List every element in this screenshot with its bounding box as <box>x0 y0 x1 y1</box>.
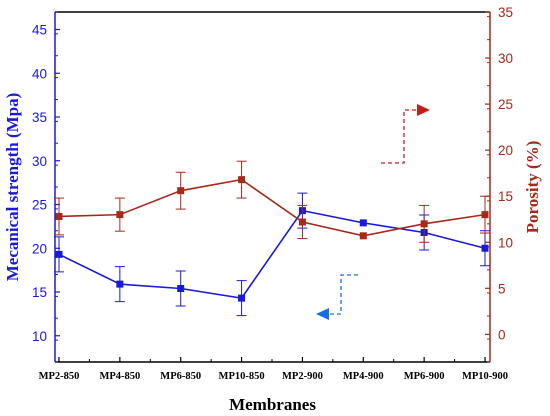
arrow-right-head <box>417 104 430 116</box>
series-1-marker <box>116 211 124 219</box>
series-0-marker <box>116 280 124 288</box>
y-right-tick-label: 15 <box>498 189 513 204</box>
y-left-tick-label: 25 <box>32 198 47 213</box>
ticks-group: 10 15 20 25 30 35 40 45 0 5 10 15 20 25 30 35 MP2-850 MP4… <box>32 5 513 382</box>
x-tick-label: MP10-850 <box>219 371 265 382</box>
arrow-left-head <box>316 308 329 320</box>
y-left-tick-label: 10 <box>32 329 47 344</box>
series-0-marker <box>481 244 489 252</box>
y-left-tick-label: 40 <box>32 66 47 81</box>
y-left-tick-label: 45 <box>32 23 47 38</box>
annotations-group <box>316 104 430 320</box>
series-1-marker <box>420 220 428 228</box>
series-group <box>54 160 490 317</box>
arrow-right-axis <box>381 109 418 164</box>
y-left-tick-label: 20 <box>32 241 47 256</box>
x-tick-label: MP6-900 <box>404 371 445 382</box>
series-1-marker <box>359 232 367 240</box>
arrow-left-axis <box>328 274 358 315</box>
y-right-tick-label: 35 <box>498 5 513 20</box>
y-left-tick-label: 30 <box>32 154 47 169</box>
series-1-marker <box>481 211 489 219</box>
y-right-tick-label: 10 <box>498 235 513 250</box>
series-0-marker <box>359 219 367 227</box>
y-axis-right-title: Porosity (%) <box>523 141 542 234</box>
series-1-marker <box>55 212 63 220</box>
y-right-tick-label: 20 <box>498 143 513 158</box>
y-left-tick-label: 35 <box>32 110 47 125</box>
y-right-tick-label: 5 <box>498 281 506 296</box>
series-1-marker <box>177 187 185 195</box>
y-axis-left-title: Mecanical strength (Mpa) <box>3 93 22 282</box>
series-1-marker <box>238 176 246 184</box>
x-axis-title: Membranes <box>229 395 316 414</box>
x-tick-label: MP4-900 <box>343 371 384 382</box>
axes-group <box>54 11 491 363</box>
series-0-marker <box>55 250 63 258</box>
series-0-line <box>58 209 486 299</box>
x-tick-label: MP4-850 <box>99 371 140 382</box>
y-left-tick-label: 15 <box>32 285 47 300</box>
x-tick-label: MP2-900 <box>282 371 323 382</box>
series-1-marker <box>298 218 306 226</box>
series-1-line <box>58 178 486 237</box>
x-tick-label: MP2-850 <box>39 371 80 382</box>
series-0-marker <box>177 285 185 292</box>
y-right-tick-label: 0 <box>498 327 506 342</box>
y-right-tick-label: 30 <box>498 51 513 66</box>
x-tick-label: MP6-850 <box>160 371 201 382</box>
x-tick-label: MP10-900 <box>462 371 508 382</box>
y-right-tick-label: 25 <box>498 97 513 112</box>
series-0-marker <box>238 294 246 302</box>
